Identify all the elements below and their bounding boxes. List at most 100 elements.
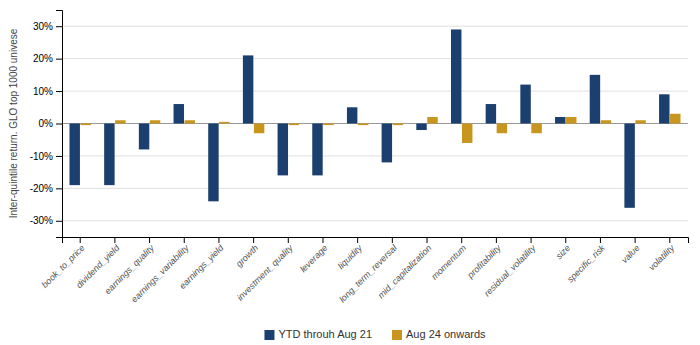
x-tick-mark — [149, 237, 150, 243]
y-tick-label: -20% — [30, 183, 53, 194]
y-tick: -20% — [30, 183, 62, 194]
legend: YTD throuh Aug 21 Aug 24 onwards — [264, 328, 486, 340]
y-tick-mark — [56, 91, 62, 92]
bar — [416, 124, 426, 130]
legend-item: YTD throuh Aug 21 — [264, 328, 372, 340]
x-tick-mark — [253, 237, 254, 243]
x-tick-mark — [114, 237, 115, 243]
y-tick-label: 30% — [33, 21, 53, 32]
x-tick-mark — [635, 237, 636, 243]
bar — [243, 55, 253, 123]
grid-line — [62, 220, 688, 221]
legend-item: Aug 24 onwards — [392, 328, 486, 340]
grid — [62, 26, 688, 221]
bar — [659, 94, 669, 123]
bar-series — [69, 29, 669, 207]
bar — [150, 120, 160, 123]
y-axis-title: Inter-quintile return. GLO top 1000 univ… — [8, 28, 19, 218]
y-tick-label: -10% — [30, 151, 53, 162]
x-tick: momentum — [429, 237, 468, 282]
x-tick-mark — [427, 237, 428, 243]
x-tick-label: momentum — [429, 242, 468, 281]
y-tick: 10% — [33, 86, 62, 97]
x-tick: growth — [234, 237, 260, 269]
x-tick-label: volatility — [647, 242, 677, 272]
x-tick: residual_volatility — [482, 237, 538, 298]
bar — [462, 124, 472, 143]
bar — [323, 124, 333, 126]
x-tick-label: specific_risk — [565, 242, 607, 284]
legend-swatch — [392, 330, 402, 340]
x-tick-mark — [600, 237, 601, 243]
y-axis-line — [56, 11, 63, 238]
legend-label: YTD throuh Aug 21 — [278, 328, 372, 340]
bar — [69, 124, 79, 186]
x-tick-mark — [322, 237, 323, 243]
x-tick-label: growth — [234, 243, 260, 269]
bar — [80, 124, 90, 126]
grid-line — [62, 58, 688, 59]
x-tick-label: value — [619, 243, 641, 265]
bar — [555, 117, 565, 123]
bar — [497, 124, 507, 134]
plot: -30% -20% -10% 0% 10% 20% 30% book_to_pricedivi… — [30, 11, 689, 305]
bar — [139, 124, 149, 150]
y-tick: 20% — [33, 53, 62, 64]
legend-swatch — [264, 330, 274, 340]
bars — [69, 29, 680, 207]
bar — [670, 114, 680, 124]
x-tick-mark — [461, 237, 462, 243]
x-tick: size — [554, 237, 572, 261]
y-tick-mark — [56, 156, 62, 157]
bar — [219, 122, 229, 124]
y-tick: -10% — [30, 151, 62, 162]
x-tick-mark — [565, 237, 566, 243]
x-tick-mark — [184, 237, 185, 243]
x-tick: leverage — [298, 237, 329, 274]
bar — [174, 104, 184, 123]
bar — [427, 117, 437, 123]
x-tick-mark — [218, 237, 219, 243]
x-axis-line — [63, 238, 689, 244]
x-tick: specific_risk — [565, 237, 607, 285]
y-tick: 0% — [39, 118, 62, 129]
x-tick-label: residual_volatility — [482, 242, 538, 298]
bar — [451, 29, 461, 123]
y-tick-mark — [56, 188, 62, 189]
y-tick-mark — [56, 26, 62, 27]
y-axis: -30% -20% -10% 0% 10% 20% 30% — [30, 11, 63, 238]
bar — [104, 124, 114, 186]
bar — [601, 120, 611, 123]
x-tick-label: size — [554, 243, 572, 261]
bar — [347, 107, 357, 123]
grid-line — [62, 26, 688, 27]
x-tick: liquidity — [336, 237, 365, 271]
grid-line — [62, 188, 688, 189]
x-tick-mark — [288, 237, 289, 243]
y-tick: -30% — [30, 215, 62, 226]
bar — [185, 120, 195, 123]
x-tick-label: long_term_reversal — [337, 242, 399, 304]
bar — [278, 124, 288, 176]
x-tick: volatility — [647, 237, 677, 273]
x-axis: book_to_pricedividend_yieldearnings_qual… — [40, 237, 689, 304]
bar — [531, 124, 541, 134]
y-tick-mark — [56, 221, 62, 222]
x-tick-mark — [669, 237, 670, 243]
x-tick: long_term_reversal — [337, 237, 399, 304]
x-tick-label: liquidity — [336, 242, 365, 271]
y-tick-mark — [56, 124, 62, 125]
x-tick-mark — [392, 237, 393, 243]
y-tick: 30% — [33, 21, 62, 32]
x-tick: earnings_yield — [177, 237, 226, 291]
bar — [208, 124, 218, 202]
bar — [393, 124, 403, 126]
bar — [312, 124, 322, 176]
grid-line — [62, 155, 688, 156]
bar — [590, 75, 600, 124]
y-tick-label: 10% — [33, 86, 53, 97]
x-tick-mark — [531, 237, 532, 243]
legend-label: Aug 24 onwards — [406, 328, 486, 340]
bar — [358, 124, 368, 126]
y-tick-label: 20% — [33, 53, 53, 64]
